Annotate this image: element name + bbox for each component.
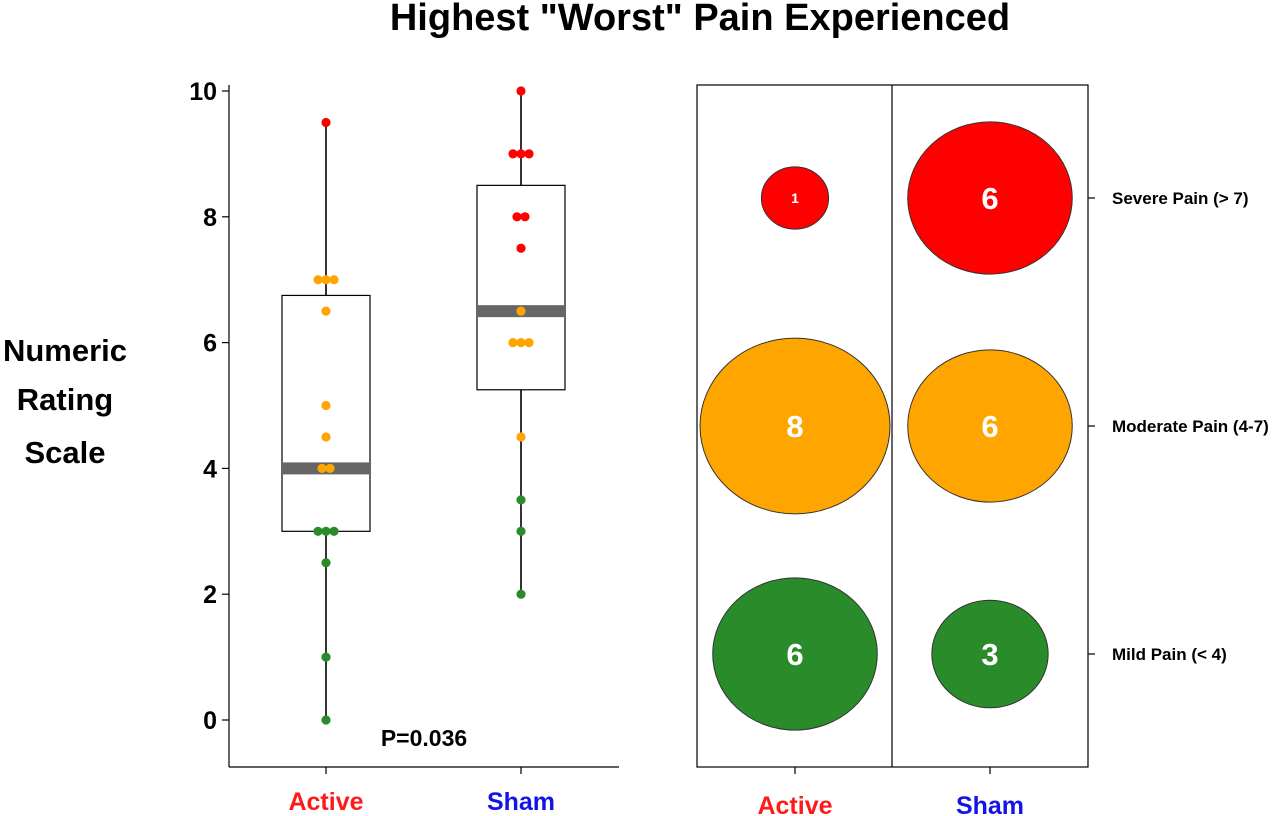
x-tick-label: Active <box>288 788 363 816</box>
data-point <box>321 275 331 285</box>
data-point <box>516 526 526 536</box>
y-tick-label: 6 <box>203 330 217 358</box>
row-label: Moderate Pain (4-7) <box>1112 417 1269 436</box>
y-tick-label: 4 <box>203 455 217 483</box>
box <box>281 294 371 532</box>
data-point <box>313 275 323 285</box>
box <box>476 184 566 391</box>
data-point <box>516 432 526 442</box>
chart-title: Highest "Worst" Pain Experienced <box>390 0 1010 39</box>
data-point <box>516 495 526 505</box>
bubble <box>931 599 1049 709</box>
x-tick-label: Active <box>757 792 832 816</box>
x-tick-label: Sham <box>956 792 1024 816</box>
data-point <box>321 652 331 662</box>
box-plot-panel: 0 2 4 6 8 10 Active Sham <box>189 78 619 816</box>
bubble <box>907 121 1073 275</box>
data-point <box>516 86 526 96</box>
data-point <box>512 212 522 222</box>
data-point <box>520 212 530 222</box>
data-point <box>516 243 526 253</box>
row-label: Mild Pain (< 4) <box>1112 645 1227 664</box>
y-tick-label: 10 <box>189 78 217 106</box>
data-point <box>321 558 331 568</box>
bubble <box>712 577 878 731</box>
data-point <box>516 589 526 599</box>
data-point <box>524 338 534 348</box>
data-point <box>321 400 331 411</box>
y-tick-label: 8 <box>203 204 217 232</box>
data-point <box>321 526 331 536</box>
data-point <box>317 463 327 473</box>
bubble-count-label: 6 <box>981 409 998 444</box>
y-axis-label-line: Scale <box>24 435 105 470</box>
y-axis-label: Numeric Rating Scale <box>3 333 127 470</box>
data-point <box>516 149 526 159</box>
bubble <box>760 166 830 230</box>
bubble-count-label: 8 <box>786 409 803 444</box>
y-tick-label: 0 <box>203 707 217 735</box>
data-point <box>508 338 518 348</box>
y-axis-label-line: Numeric <box>3 333 127 368</box>
data-point <box>321 306 331 316</box>
bubble-count-label: 6 <box>981 181 998 216</box>
data-point <box>329 526 339 536</box>
bubble-count-label: 3 <box>981 637 998 672</box>
row-label: Severe Pain (> 7) <box>1112 189 1249 208</box>
bubble-count-label: 1 <box>791 190 799 206</box>
data-point <box>321 432 331 442</box>
y-axis-label-line: Rating <box>17 382 113 417</box>
bubble <box>907 349 1073 503</box>
bubble-panel: Active Sham Severe Pain (> 7) 1 6 Moderate Pa… <box>696 84 1269 816</box>
data-point <box>325 463 335 473</box>
data-point <box>321 715 331 725</box>
data-point <box>516 306 526 316</box>
data-point <box>508 149 518 159</box>
x-tick-label: Sham <box>487 788 555 816</box>
bubble <box>699 337 891 515</box>
data-point <box>329 275 339 285</box>
y-tick-label: 2 <box>203 581 217 609</box>
p-value-annotation: P=0.036 <box>381 725 467 751</box>
bubble-count-label: 6 <box>786 637 803 672</box>
data-point <box>313 526 323 536</box>
data-point <box>516 338 526 348</box>
data-point <box>321 117 331 128</box>
data-point <box>524 149 534 159</box>
